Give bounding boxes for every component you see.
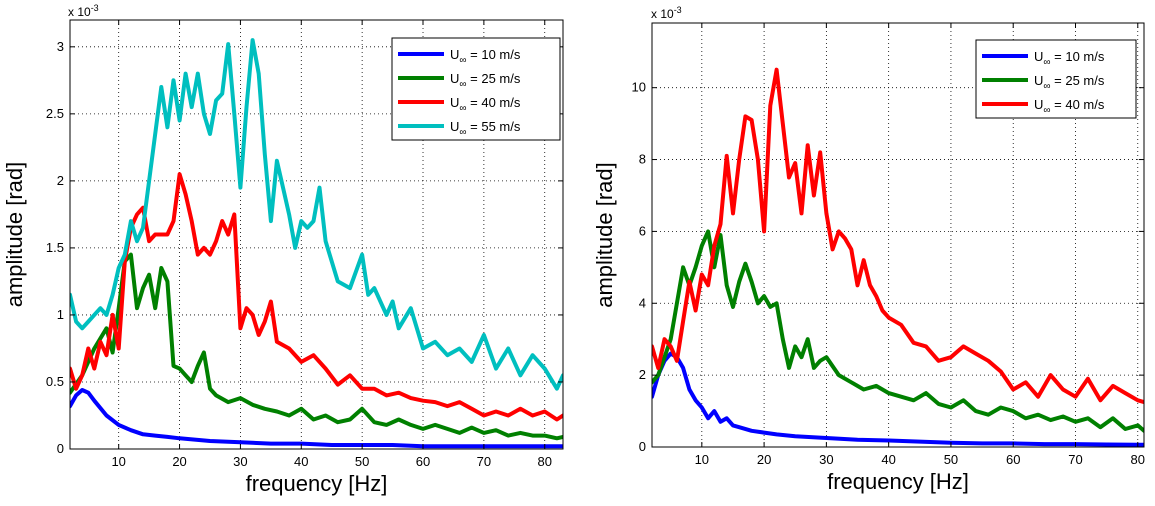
y-tick-label: 1	[57, 307, 64, 322]
series-line-2	[70, 252, 563, 441]
x-tick-label: 60	[1006, 452, 1020, 467]
x-tick-label: 50	[355, 454, 369, 469]
series-line-4	[70, 38, 563, 391]
y-tick-label: 10	[632, 80, 646, 95]
x-tick-label: 20	[172, 454, 186, 469]
y-tick-label: 8	[639, 152, 646, 167]
legend-label-2: U∞ = 25 m/s	[1034, 73, 1105, 92]
legend: U∞ = 10 m/s U∞ = 25 m/s U∞ = 40 m/s U∞ = 55…	[391, 37, 561, 141]
grid	[652, 23, 1144, 448]
series-lines	[70, 38, 563, 449]
legend-label-4: U∞ = 55 m/s	[450, 119, 521, 138]
y-tick-label: 2	[57, 173, 64, 188]
y-multiplier: x 10-3	[651, 5, 682, 21]
legend-label-3: U∞ = 40 m/s	[1034, 97, 1105, 116]
x-tick-label: 80	[1131, 452, 1145, 467]
x-tick-label: 10	[695, 452, 709, 467]
y-tick-label: 2.5	[46, 106, 64, 121]
y-tick-label: 0.5	[46, 374, 64, 389]
chart-2: 10 20 30 40 50 60 70 80 0 2 4 6 8 10 x 10-3 frequency […	[592, 5, 1145, 494]
y-axis-label: amplitude [rad]	[2, 162, 27, 308]
y-tick-label: 3	[57, 39, 64, 54]
x-tick-label: 30	[233, 454, 247, 469]
x-tick-label: 30	[819, 452, 833, 467]
x-tick-label: 50	[944, 452, 958, 467]
y-tick-label: 4	[639, 295, 646, 310]
x-tick-label: 40	[294, 454, 308, 469]
x-tick-label: 10	[111, 454, 125, 469]
x-tick-label: 40	[881, 452, 895, 467]
y-tick-label: 2	[639, 367, 646, 382]
x-tick-label: 60	[416, 454, 430, 469]
x-tick-label: 20	[757, 452, 771, 467]
x-axis-label: frequency [Hz]	[246, 471, 388, 496]
x-tick-label: 70	[1068, 452, 1082, 467]
y-tick-label: 0	[639, 439, 646, 454]
series-line-2	[652, 229, 1144, 433]
series-line-3	[652, 67, 1144, 405]
series-line-1	[70, 388, 563, 449]
chart-1: 10 20 30 40 50 60 70 80 0 0.5 1 1.5 2 2.5 3 x 10-3 frequ…	[2, 3, 564, 496]
x-tick-label: 80	[538, 454, 552, 469]
y-multiplier: x 10-3	[68, 3, 99, 19]
y-tick-label: 1.5	[46, 240, 64, 255]
legend-label-2: U∞ = 25 m/s	[450, 71, 521, 90]
legend-label-3: U∞ = 40 m/s	[450, 95, 521, 114]
legend: U∞ = 10 m/s U∞ = 25 m/s U∞ = 40 m/s	[975, 39, 1137, 119]
legend-label-1: U∞ = 10 m/s	[1034, 49, 1105, 68]
y-axis-label: amplitude [rad]	[592, 162, 617, 308]
x-tick-label: 70	[477, 454, 491, 469]
y-tick-label: 6	[639, 223, 646, 238]
axes-box	[651, 22, 1145, 448]
legend-label-1: U∞ = 10 m/s	[450, 47, 521, 66]
x-axis-label: frequency [Hz]	[827, 469, 969, 494]
axes-box	[69, 19, 564, 450]
y-tick-label: 0	[57, 441, 64, 456]
